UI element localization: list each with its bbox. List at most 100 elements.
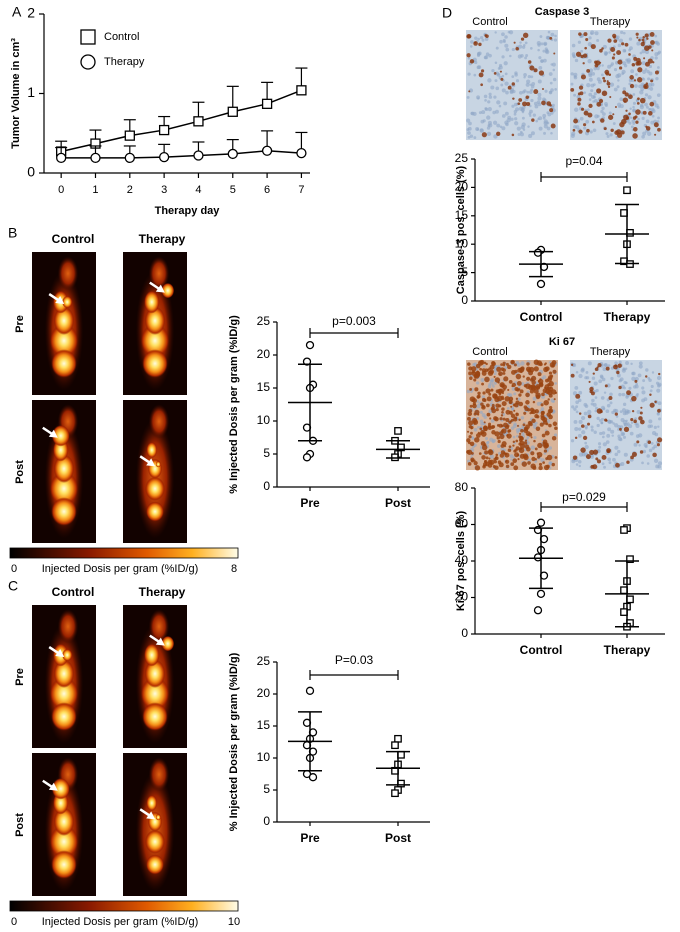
ihc-nucleus bbox=[510, 458, 513, 461]
ihc-stain bbox=[473, 374, 478, 379]
ihc-stain bbox=[639, 97, 646, 104]
x-tick-label: 2 bbox=[127, 184, 133, 196]
ihc-nucleus bbox=[579, 116, 584, 121]
ihc-nucleus bbox=[487, 78, 492, 83]
ihc-nucleus bbox=[520, 382, 525, 386]
ihc-stain bbox=[478, 42, 482, 47]
ihc-nucleus bbox=[494, 31, 497, 34]
ihc-nucleus bbox=[542, 49, 546, 53]
ihc-nucleus bbox=[644, 93, 649, 97]
ihc-nucleus bbox=[642, 379, 646, 383]
pet-hotspot bbox=[49, 323, 79, 358]
ihc-nucleus bbox=[467, 126, 472, 131]
pet-head bbox=[57, 256, 79, 291]
ihc-nucleus bbox=[509, 454, 514, 458]
ihc-nucleus bbox=[575, 125, 580, 130]
ihc-stain bbox=[632, 133, 638, 139]
ihc-nucleus bbox=[527, 74, 531, 79]
ihc-stain bbox=[606, 448, 611, 453]
ihc-nucleus bbox=[617, 79, 620, 82]
y-tick-label: 25 bbox=[455, 151, 469, 165]
ihc-nucleus bbox=[553, 433, 558, 437]
legend-marker bbox=[80, 54, 96, 70]
ihc-nucleus bbox=[513, 109, 518, 114]
ihc-stain bbox=[482, 465, 486, 469]
ihc-stain bbox=[525, 366, 532, 372]
ihc-nucleus bbox=[514, 121, 519, 126]
ihc-nucleus bbox=[658, 417, 662, 421]
ihc-stain bbox=[511, 385, 514, 388]
ihc-nucleus bbox=[602, 442, 607, 447]
ihc-nucleus bbox=[493, 134, 498, 139]
ihc-nucleus bbox=[476, 53, 481, 58]
ihc-nucleus bbox=[500, 447, 505, 452]
x-tick-label: Post bbox=[385, 831, 411, 845]
ihc-nucleus bbox=[602, 435, 605, 439]
ihc-stain bbox=[639, 450, 644, 454]
ihc-nucleus bbox=[585, 119, 590, 124]
ihc-nucleus bbox=[588, 77, 593, 82]
ihc-nucleus bbox=[476, 381, 480, 385]
ihc-nucleus bbox=[597, 79, 602, 84]
ihc-stain bbox=[616, 50, 622, 56]
ihc-nucleus bbox=[605, 440, 610, 444]
ihc-stain bbox=[500, 444, 505, 448]
ihc-stain bbox=[578, 32, 582, 36]
ihc-nucleus bbox=[585, 426, 588, 430]
ihc-nucleus bbox=[648, 71, 653, 76]
ihc-stain bbox=[529, 389, 534, 394]
p-value: P=0.03 bbox=[335, 653, 374, 667]
ihc-nucleus bbox=[609, 82, 615, 87]
ihc-nucleus bbox=[520, 54, 524, 58]
ihc-stain bbox=[503, 452, 506, 455]
ihc-nucleus bbox=[590, 32, 593, 35]
ihc-stain bbox=[654, 400, 657, 404]
ihc-stain bbox=[494, 396, 500, 403]
ihc-stain bbox=[623, 114, 629, 121]
ihc-stain bbox=[479, 427, 483, 431]
ihc-nucleus bbox=[503, 61, 508, 66]
ihc-nucleus bbox=[591, 94, 596, 99]
ihc-stain bbox=[474, 387, 479, 392]
ihc-stain bbox=[536, 452, 539, 455]
ihc-nucleus bbox=[486, 115, 491, 120]
ihc-nucleus bbox=[543, 452, 547, 455]
ihc-stain bbox=[499, 417, 503, 421]
ihc-stain bbox=[548, 414, 553, 420]
ihc-nucleus bbox=[657, 425, 660, 428]
ihc-nucleus bbox=[628, 121, 632, 125]
ihc-stain bbox=[602, 76, 606, 80]
ihc-nucleus bbox=[647, 77, 651, 81]
ihc-stain bbox=[608, 114, 614, 120]
ihc-stain bbox=[553, 398, 556, 401]
ihc-nucleus bbox=[486, 131, 492, 136]
ihc-nucleus bbox=[483, 56, 488, 60]
y-tick-label: 0 bbox=[461, 293, 468, 307]
ihc-stain bbox=[543, 366, 549, 373]
ihc-stain bbox=[502, 371, 506, 375]
ihc-stain bbox=[596, 459, 602, 464]
arrow-head bbox=[48, 429, 58, 438]
marker-square bbox=[626, 595, 634, 604]
ihc-stain bbox=[473, 378, 477, 382]
y-tick-label: 25 bbox=[257, 654, 271, 668]
ihc-nucleus bbox=[647, 376, 651, 380]
ihc-stain bbox=[653, 122, 659, 128]
ihc-stain bbox=[529, 411, 532, 415]
ihc-stain bbox=[580, 74, 586, 80]
ihc-stain bbox=[570, 87, 575, 92]
ihc-stain bbox=[511, 82, 515, 86]
ihc-stain bbox=[650, 79, 654, 83]
ihc-nucleus bbox=[548, 461, 552, 465]
ihc-stain bbox=[618, 385, 622, 390]
ihc-nucleus bbox=[602, 44, 607, 49]
ihc-stain bbox=[516, 380, 522, 386]
ihc-nucleus bbox=[488, 53, 492, 58]
ihc-nucleus bbox=[573, 107, 579, 112]
ihc-stain bbox=[539, 422, 544, 427]
ihc-stain bbox=[628, 94, 633, 100]
ihc-nucleus bbox=[521, 110, 525, 114]
y-tick-label: 5 bbox=[263, 446, 270, 460]
ihc-nucleus bbox=[619, 104, 624, 109]
colorbar-min: 0 bbox=[11, 563, 17, 575]
